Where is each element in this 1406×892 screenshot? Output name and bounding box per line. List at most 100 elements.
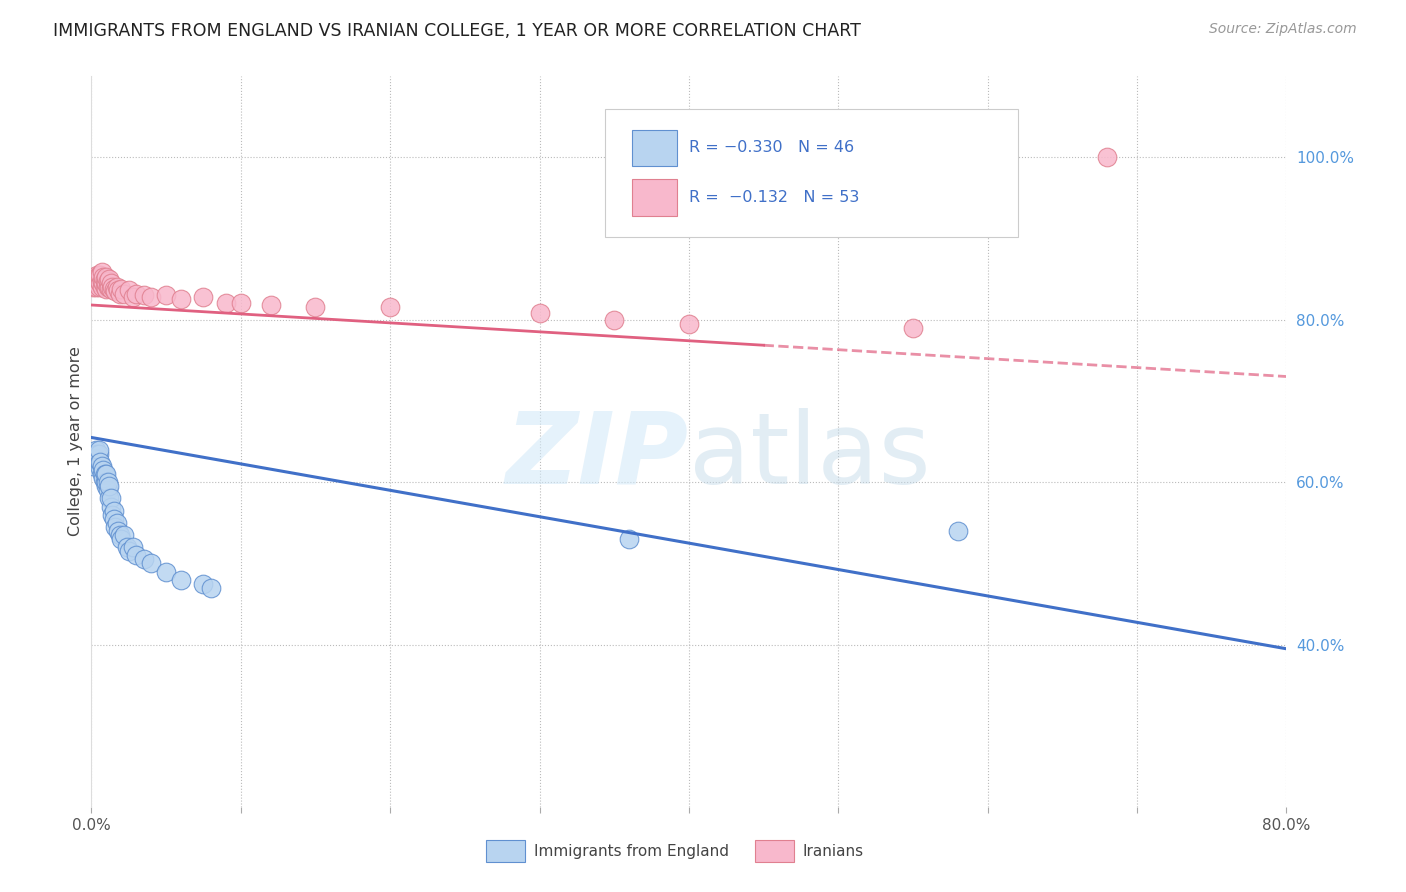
Point: [98, 272, 121, 286]
Text: Iranians: Iranians: [803, 844, 863, 859]
Point: [90, 265, 112, 279]
Point: [125, 286, 148, 301]
Point: [94, 467, 117, 481]
Point: [100, 491, 122, 506]
Point: [89, 455, 111, 469]
Point: [90, 280, 112, 294]
Point: [125, 549, 148, 563]
Point: [96, 270, 118, 285]
Point: [94, 280, 117, 294]
Point: [90, 458, 112, 473]
Point: [108, 286, 131, 301]
Point: [101, 508, 124, 522]
Point: [86, 452, 108, 467]
Point: [90, 274, 112, 288]
Point: [96, 467, 118, 481]
Point: [98, 479, 121, 493]
Point: [215, 296, 238, 310]
Point: [86, 276, 108, 290]
Point: [100, 500, 122, 514]
Point: [90, 467, 112, 481]
Point: [103, 503, 125, 517]
Text: R =  −0.132   N = 53: R = −0.132 N = 53: [689, 190, 859, 205]
Point: [105, 280, 128, 294]
Point: [87, 447, 110, 461]
Y-axis label: College, 1 year or more: College, 1 year or more: [67, 347, 83, 536]
Text: ZIP: ZIP: [506, 408, 689, 505]
Point: [104, 284, 127, 298]
Point: [84, 280, 107, 294]
Point: [603, 312, 626, 326]
Point: [619, 532, 641, 546]
Point: [946, 524, 969, 538]
Point: [380, 301, 402, 315]
Bar: [631, 129, 678, 166]
Point: [83, 450, 105, 465]
Bar: [486, 840, 526, 862]
Point: [132, 288, 155, 302]
Point: [96, 479, 118, 493]
Point: [115, 540, 138, 554]
Text: Source: ZipAtlas.com: Source: ZipAtlas.com: [1209, 22, 1357, 37]
Point: [89, 460, 111, 475]
Point: [901, 320, 924, 334]
Point: [112, 528, 135, 542]
Point: [96, 276, 118, 290]
Point: [170, 293, 193, 307]
Point: [155, 288, 177, 302]
Point: [132, 552, 155, 566]
Point: [82, 458, 104, 473]
Point: [100, 282, 122, 296]
Point: [141, 557, 163, 571]
Point: [84, 272, 107, 286]
Point: [200, 581, 222, 595]
Point: [118, 544, 141, 558]
Text: atlas: atlas: [689, 408, 931, 505]
Text: IMMIGRANTS FROM ENGLAND VS IRANIAN COLLEGE, 1 YEAR OR MORE CORRELATION CHART: IMMIGRANTS FROM ENGLAND VS IRANIAN COLLE…: [53, 22, 862, 40]
Point: [529, 306, 551, 320]
Point: [193, 290, 215, 304]
Point: [87, 268, 110, 282]
Point: [108, 528, 131, 542]
Point: [97, 475, 120, 490]
Point: [118, 284, 141, 298]
FancyBboxPatch shape: [605, 109, 1018, 236]
Point: [110, 532, 132, 546]
Point: [87, 442, 110, 457]
Point: [89, 268, 111, 282]
Point: [112, 286, 135, 301]
Text: R = −0.330   N = 46: R = −0.330 N = 46: [689, 140, 853, 155]
Point: [86, 447, 108, 461]
Point: [103, 282, 125, 296]
Point: [107, 524, 129, 538]
Point: [98, 280, 121, 294]
Point: [93, 276, 115, 290]
Point: [678, 317, 700, 331]
Point: [82, 280, 104, 294]
Point: [94, 475, 117, 490]
Point: [84, 442, 107, 457]
Point: [110, 282, 132, 296]
Point: [98, 491, 121, 506]
Point: [97, 483, 120, 498]
Point: [100, 276, 122, 290]
Point: [93, 270, 115, 285]
Point: [97, 280, 120, 294]
Point: [193, 576, 215, 591]
Point: [104, 520, 127, 534]
Point: [97, 274, 120, 288]
Point: [93, 471, 115, 485]
Point: [122, 290, 145, 304]
Point: [94, 272, 117, 286]
Point: [170, 573, 193, 587]
Point: [86, 268, 108, 282]
Point: [89, 276, 111, 290]
Point: [155, 565, 177, 579]
Point: [87, 455, 110, 469]
Point: [229, 296, 252, 310]
Point: [96, 475, 118, 490]
Text: Immigrants from England: Immigrants from England: [534, 844, 728, 859]
Point: [141, 290, 163, 304]
Point: [103, 512, 125, 526]
Point: [1097, 150, 1119, 164]
